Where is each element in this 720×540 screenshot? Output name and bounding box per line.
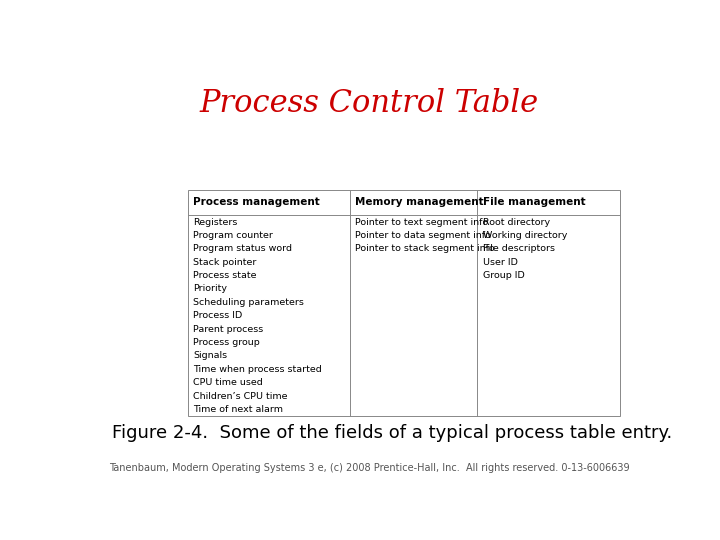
Text: Memory management: Memory management (356, 198, 484, 207)
Text: Time of next alarm: Time of next alarm (193, 405, 283, 414)
Text: CPU time used: CPU time used (193, 378, 263, 387)
Text: Time when process started: Time when process started (193, 365, 322, 374)
Text: Signals: Signals (193, 352, 228, 360)
Text: Process state: Process state (193, 271, 257, 280)
Text: Priority: Priority (193, 285, 228, 293)
Text: Parent process: Parent process (193, 325, 264, 334)
Text: Registers: Registers (193, 218, 238, 226)
Text: File descriptors: File descriptors (483, 244, 555, 253)
Text: Working directory: Working directory (483, 231, 567, 240)
Text: Process management: Process management (193, 198, 320, 207)
Text: Program counter: Program counter (193, 231, 273, 240)
Text: Program status word: Program status word (193, 244, 292, 253)
Text: Process group: Process group (193, 338, 260, 347)
Bar (188, 190, 620, 416)
Text: Pointer to data segment info: Pointer to data segment info (356, 231, 491, 240)
Text: Stack pointer: Stack pointer (193, 258, 256, 267)
Text: Process Control Table: Process Control Table (199, 87, 539, 119)
Text: Process ID: Process ID (193, 311, 243, 320)
Text: Tanenbaum, Modern Operating Systems 3 e, (c) 2008 Prentice-Hall, Inc.  All right: Tanenbaum, Modern Operating Systems 3 e,… (109, 463, 629, 473)
Text: Group ID: Group ID (483, 271, 525, 280)
Text: Pointer to text segment info: Pointer to text segment info (356, 218, 489, 226)
Text: File management: File management (483, 198, 585, 207)
Text: Pointer to stack segment info: Pointer to stack segment info (356, 244, 495, 253)
Text: User ID: User ID (483, 258, 518, 267)
Text: Figure 2-4.  Some of the fields of a typical process table entry.: Figure 2-4. Some of the fields of a typi… (112, 424, 672, 442)
Text: Children’s CPU time: Children’s CPU time (193, 392, 288, 401)
Text: Root directory: Root directory (483, 218, 550, 226)
Text: Scheduling parameters: Scheduling parameters (193, 298, 304, 307)
